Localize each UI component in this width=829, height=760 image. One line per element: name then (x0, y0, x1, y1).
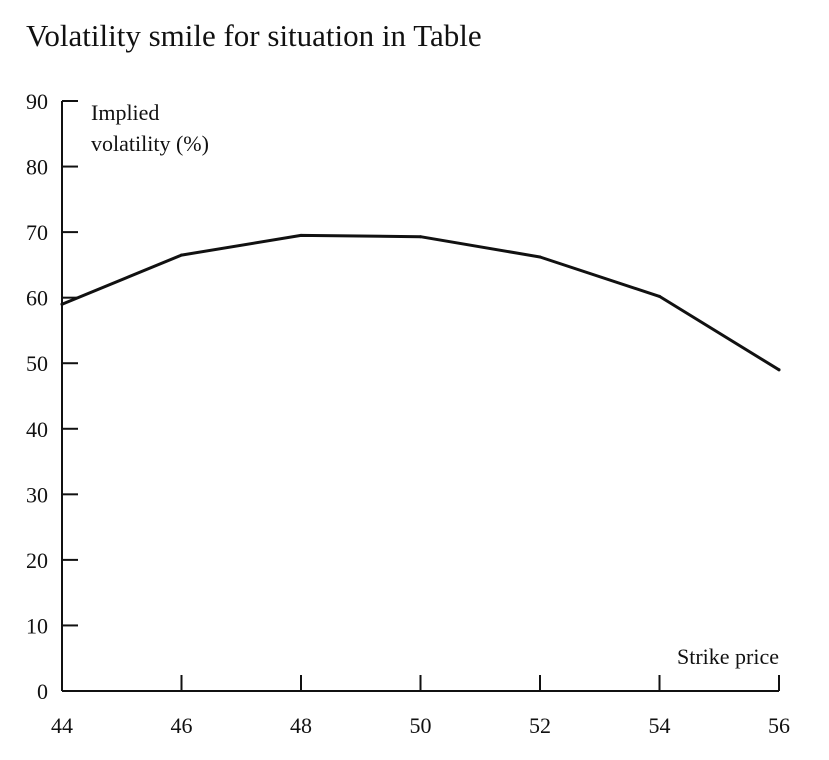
x-tick-label: 50 (410, 713, 432, 738)
x-tick-label: 56 (768, 713, 790, 738)
data-point (60, 302, 64, 306)
y-tick-label: 20 (26, 548, 48, 573)
y-tick-label: 80 (26, 155, 48, 180)
x-axis-ticks: 44 46 48 50 52 54 56 (51, 675, 790, 738)
x-tick-label: 46 (171, 713, 193, 738)
y-tick-label: 70 (26, 220, 48, 245)
chart-title: Volatility smile for situation in Table (26, 18, 482, 53)
data-point (180, 253, 183, 257)
y-tick-label: 90 (26, 89, 48, 114)
data-point (299, 233, 303, 237)
y-tick-label: 30 (26, 482, 48, 507)
data-point (419, 235, 422, 239)
data-point (538, 255, 542, 259)
data-point (777, 368, 781, 372)
data-point (658, 294, 661, 298)
y-axis-label-line-2: volatility (%) (91, 131, 209, 156)
x-tick-label: 48 (290, 713, 312, 738)
y-axis-label-line-1: Implied (91, 100, 159, 125)
series-layer (60, 233, 781, 372)
axes-group (61, 101, 779, 692)
series-line (60, 233, 781, 372)
y-tick-label: 50 (26, 351, 48, 376)
x-axis-label: Strike price (677, 644, 779, 669)
x-tick-label: 54 (649, 713, 671, 738)
y-tick-label: 60 (26, 286, 48, 311)
x-tick-label: 52 (529, 713, 551, 738)
y-tick-label: 0 (37, 679, 48, 704)
y-axis-ticks: 0 10 20 30 40 50 60 70 80 90 (26, 89, 78, 704)
x-tick-label: 44 (51, 713, 73, 738)
y-tick-label: 40 (26, 417, 48, 442)
y-tick-label: 10 (26, 613, 48, 638)
